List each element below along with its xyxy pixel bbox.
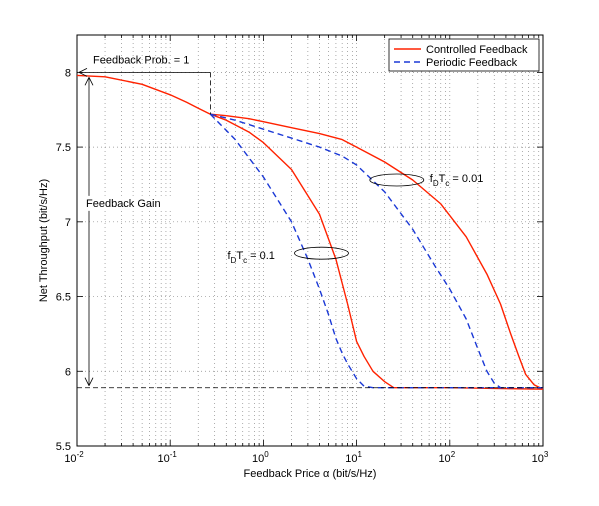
axes-frame [76, 34, 544, 447]
x-axis-label: Feedback Price α (bit/s/Hz) [244, 468, 377, 480]
x-tick-exponent: -1 [170, 450, 178, 459]
ellipse-fast [294, 246, 349, 260]
x-tick-exponent: 3 [544, 450, 549, 459]
legend-label: Periodic Feedback [426, 57, 518, 69]
x-tick-exponent: 2 [451, 450, 456, 459]
label-fd-tc-fast: fDTc = 0.1 [227, 250, 274, 265]
series-line [210, 113, 544, 390]
label-fd-tc-fast-part: = 0.1 [247, 250, 275, 262]
x-tick-label: 103 [532, 450, 549, 465]
x-tick-label: 10-1 [158, 450, 178, 465]
y-tick-label: 5.5 [56, 441, 71, 453]
label-fd-tc-slow-part: T [439, 173, 446, 185]
label-fd-tc-fast-part: T [236, 250, 243, 262]
series-line [209, 113, 543, 389]
label-fd-tc-fast-part: f [227, 250, 231, 262]
legend-label: Controlled Feedback [426, 44, 528, 56]
label-fd-tc-slow-part: D [433, 179, 439, 188]
axes: 1 0 -2 10-1 100 101 102 103 5.5 6 6.5 7 7.5 8 [56, 34, 549, 465]
x-tick-exponent: 1 [357, 450, 362, 459]
y-tick-label: 7 [65, 217, 71, 229]
series-group [76, 74, 544, 390]
grid-lines [77, 35, 543, 446]
y-tick-label: 6 [65, 366, 71, 378]
label-fd-tc-slow-part: c [445, 179, 449, 188]
x-tick-label: 101 [345, 450, 362, 465]
legend-box [388, 38, 540, 72]
y-tick-label: 6.5 [56, 292, 71, 304]
feedback-gain-label-bg [85, 195, 171, 211]
feedback-prob-label: Feedback Prob. = 1 [93, 54, 189, 66]
plot-area [77, 35, 543, 446]
y-axis-label: Net Throughput (bit/s/Hz) [38, 179, 50, 302]
x-tick-exponent: -2 [77, 450, 85, 459]
label-fd-tc-slow: fDTc = 0.01 [430, 173, 484, 188]
feedback-gain-label: Feedback Gain [86, 198, 161, 210]
y-tick-label: 7.5 [56, 142, 71, 154]
label-fd-tc-slow-part: f [430, 173, 434, 185]
ellipse-slow [369, 173, 425, 187]
feedback-gain-arrow-head-top [84, 77, 94, 86]
series-line [76, 74, 544, 390]
label-fd-tc-fast-part: c [243, 256, 247, 265]
series-line [210, 113, 543, 389]
label-fd-tc-slow-part: = 0.01 [449, 173, 483, 185]
prob-one-arrow-head [78, 68, 88, 77]
x-tick-exponent: 0 [264, 450, 269, 459]
x-tick-label: 102 [438, 450, 455, 465]
label-fd-tc-fast-part: D [231, 256, 237, 265]
feedback-gain-arrow-head-bottom [84, 377, 94, 386]
x-tick-label: 100 [252, 450, 269, 465]
y-tick-label: 8 [65, 67, 71, 79]
